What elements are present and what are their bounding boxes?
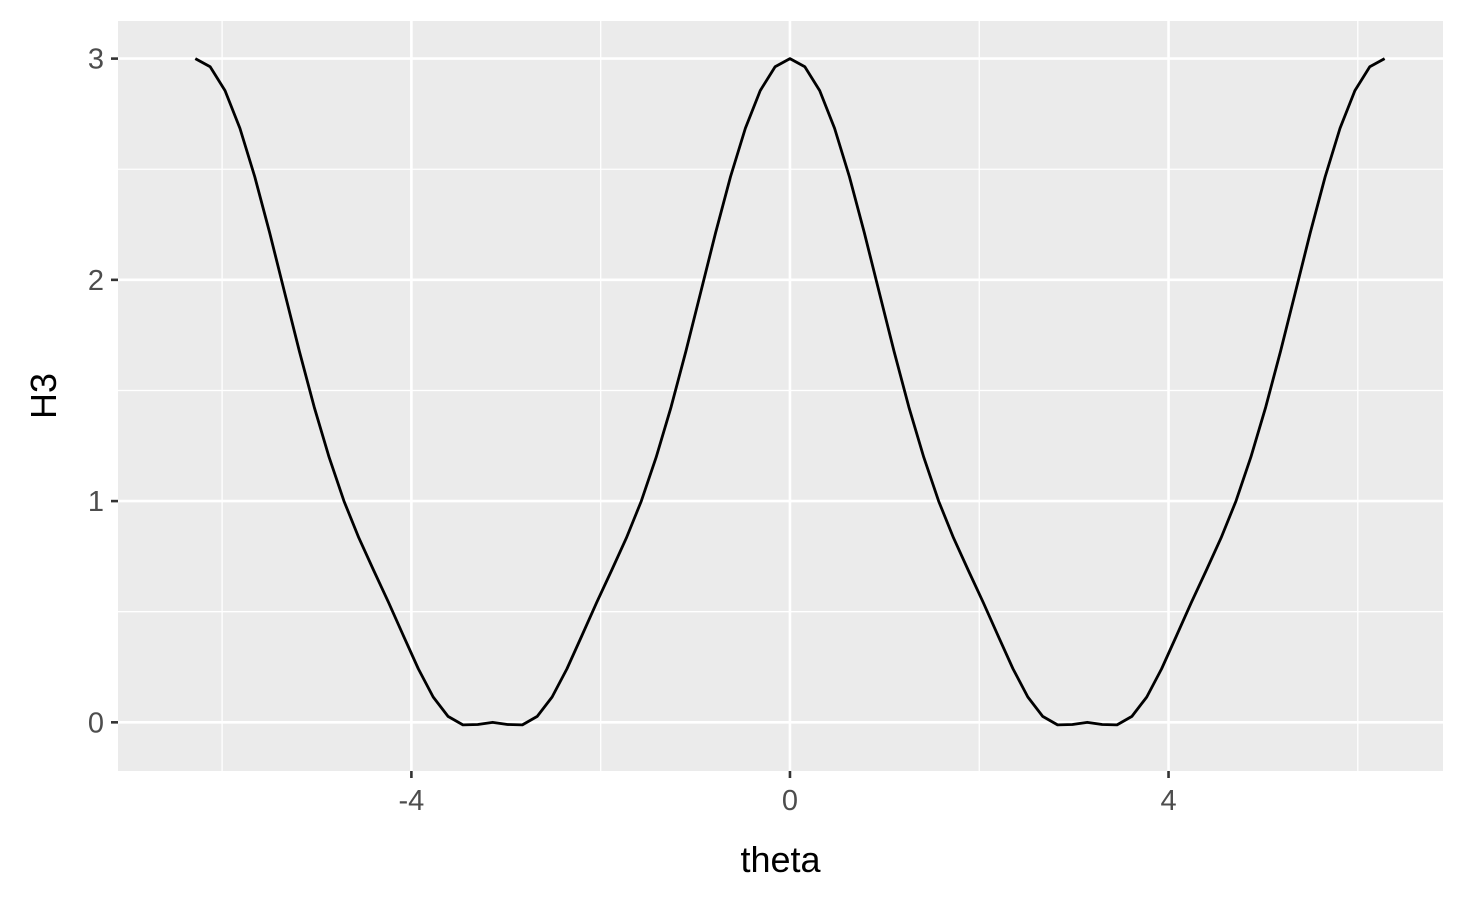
x-axis: -4 0 4 xyxy=(398,771,1177,817)
plot-panel xyxy=(118,21,1443,771)
y-tick-label: 3 xyxy=(88,44,104,76)
x-tick-label: 4 xyxy=(1160,785,1176,817)
x-tick-label: 0 xyxy=(782,785,798,817)
series-line-0 xyxy=(194,57,1386,727)
major-gridlines xyxy=(118,21,1443,771)
y-axis-title: H3 xyxy=(23,373,64,419)
minor-gridlines xyxy=(118,21,1443,771)
y-axis: 0 1 2 3 xyxy=(88,44,118,739)
series-layer xyxy=(194,57,1386,727)
x-tick-label: -4 xyxy=(398,785,424,817)
x-axis-title: theta xyxy=(740,839,821,880)
y-tick-label: 1 xyxy=(88,486,104,518)
y-tick-label: 0 xyxy=(88,707,104,739)
y-tick-label: 2 xyxy=(88,265,104,297)
